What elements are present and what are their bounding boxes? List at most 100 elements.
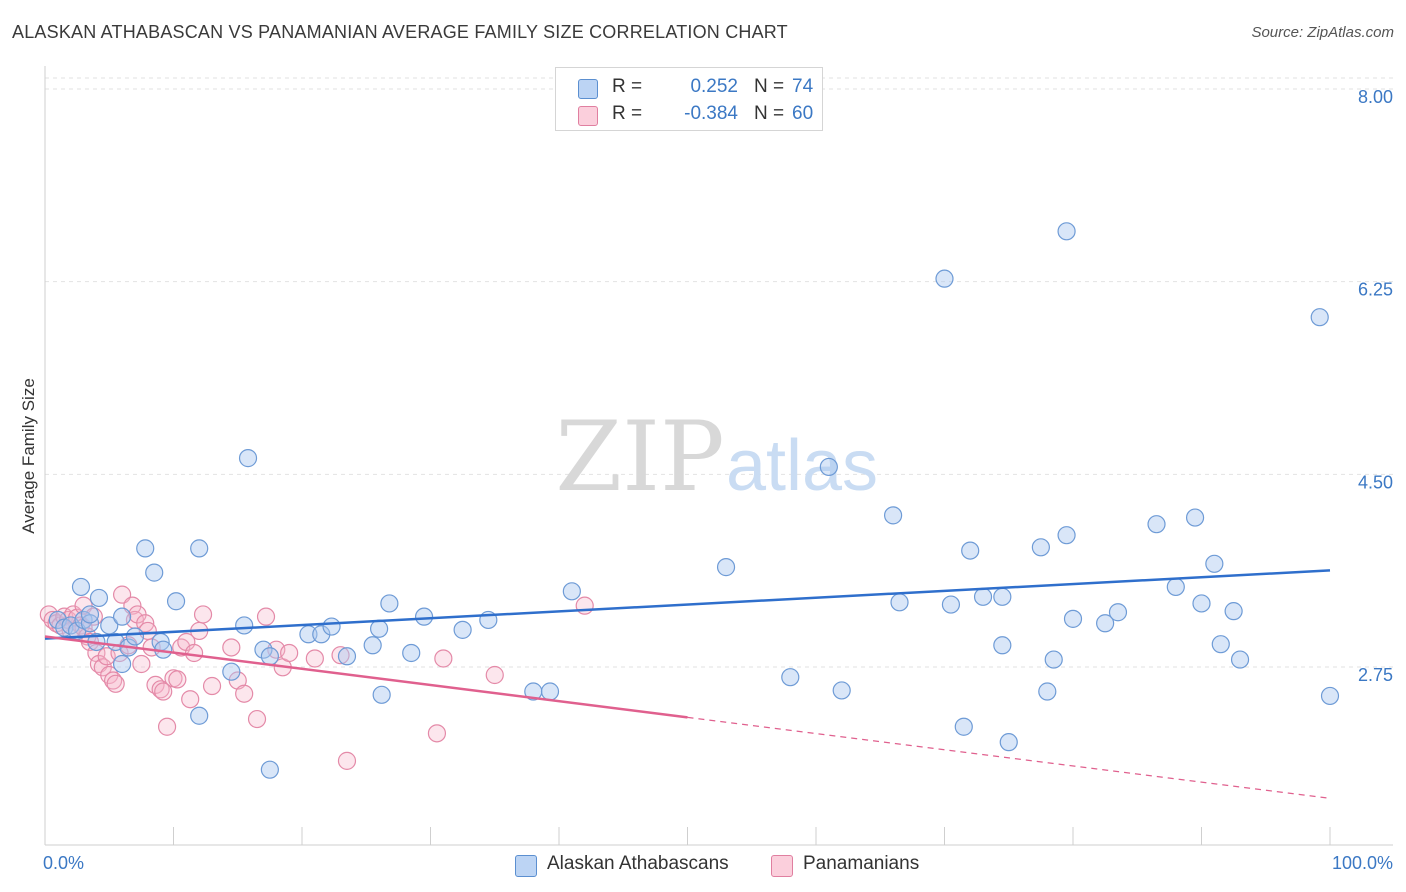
alaskan-point xyxy=(1211,635,1230,654)
alaskan-point xyxy=(973,587,993,606)
alaskan-point xyxy=(370,619,389,638)
source-note: Source: ZipAtlas.com xyxy=(1251,24,1394,41)
alaskan-point xyxy=(716,558,736,577)
panamanian-point xyxy=(337,751,357,770)
alaskan-point xyxy=(961,541,980,560)
legend-swatch-panamanian xyxy=(578,106,598,126)
alaskan-point xyxy=(1205,554,1224,573)
alaskan-point xyxy=(562,582,581,601)
alaskan-point xyxy=(1230,650,1250,669)
panamanian-point xyxy=(181,690,200,709)
alaskan-point xyxy=(781,668,800,687)
trend-lines xyxy=(44,569,1331,799)
alaskan-point xyxy=(1044,650,1063,669)
alaskan-point xyxy=(235,616,254,635)
alaskan-point xyxy=(254,640,273,659)
alaskan-point xyxy=(145,563,164,582)
panamanian-point xyxy=(104,671,123,690)
alaskan-point xyxy=(935,269,954,288)
alaskan-point xyxy=(1031,538,1050,557)
panamanian-point xyxy=(256,607,276,626)
alaskan-point xyxy=(540,682,560,701)
alaskan-point xyxy=(832,681,851,700)
alaskan-point xyxy=(999,733,1018,752)
series-legend: Alaskan Athabascans Panamanians xyxy=(0,852,1406,878)
chart-title: ALASKAN ATHABASCAN VS PANAMANIAN AVERAGE… xyxy=(12,22,788,42)
y-tick-label: 6.25 xyxy=(1358,280,1393,300)
alaskan-point xyxy=(941,595,961,614)
legend-swatch-panamanian xyxy=(771,855,793,877)
panamanian-point xyxy=(132,654,151,674)
legend-swatch-alaskan xyxy=(515,855,537,877)
alaskan-point xyxy=(993,587,1012,606)
alaskan-point xyxy=(260,647,279,666)
y-tick-label: 2.75 xyxy=(1358,665,1393,685)
panamanian-point xyxy=(222,638,241,657)
panamanian-point xyxy=(485,665,504,685)
alaskan-point xyxy=(363,636,382,655)
alaskan-point xyxy=(89,588,109,608)
alaskan-point xyxy=(80,605,100,624)
panamanian-point xyxy=(142,638,161,657)
alaskan-point xyxy=(190,706,209,725)
alaskan-point xyxy=(819,457,838,477)
alaskan-point xyxy=(372,685,391,704)
x-tick-label: 100.0% xyxy=(1332,853,1393,873)
alaskan-point xyxy=(112,607,132,626)
panamanian-point xyxy=(247,709,267,729)
panamanian-point xyxy=(427,724,447,743)
alaskan-point xyxy=(1063,609,1083,628)
panamanian-point xyxy=(575,596,594,615)
panamanian-point xyxy=(168,670,187,689)
panamanian-point xyxy=(193,605,213,624)
alaskan-point xyxy=(100,616,119,635)
alaskan-point xyxy=(166,592,186,611)
axes xyxy=(44,66,1393,846)
y-tick-label: 4.50 xyxy=(1358,472,1393,492)
panamanian-point xyxy=(202,676,222,696)
panamanian-point xyxy=(235,684,254,703)
panamanian-point xyxy=(184,643,204,663)
alaskan-point xyxy=(1038,682,1057,701)
alaskan-point xyxy=(1166,577,1185,597)
alaskan-point xyxy=(1224,602,1243,621)
alaskan-point xyxy=(260,760,279,779)
alaskan-point xyxy=(190,539,209,558)
panamanian-point xyxy=(157,717,177,736)
alaskan-point xyxy=(1320,686,1340,706)
alaskan-point xyxy=(125,627,145,646)
legend-label-alaskan: Alaskan Athabascans xyxy=(547,853,729,874)
panamanian-point xyxy=(154,682,173,701)
watermark-zip: ZIP xyxy=(555,401,724,513)
y-tick-label: 8.00 xyxy=(1358,87,1393,107)
alaskan-point xyxy=(112,654,132,674)
trend-line-panamanian xyxy=(44,635,688,719)
alaskan-point xyxy=(1185,508,1205,527)
alaskan-point xyxy=(71,577,91,597)
x-tick-label: 0.0% xyxy=(43,853,84,873)
legend-label-panamanian: Panamanians xyxy=(803,853,920,874)
alaskan-point xyxy=(1108,603,1128,622)
alaskan-point xyxy=(380,594,399,613)
panamanian-point xyxy=(305,649,324,668)
alaskan-athabascans-points xyxy=(48,222,1340,779)
alaskan-point xyxy=(337,647,357,666)
x-tick-labels: 0.0% 100.0% xyxy=(43,853,1393,873)
y-tick-labels: 2.75 4.50 6.25 8.00 xyxy=(1358,87,1393,685)
alaskan-point xyxy=(238,449,258,468)
alaskan-point xyxy=(312,625,331,644)
alaskan-point xyxy=(883,506,903,525)
legend-r-value-alaskan: 0.252 xyxy=(690,76,738,97)
alaskan-point xyxy=(890,593,909,612)
alaskan-point xyxy=(136,539,155,558)
trend-line-alaskan xyxy=(44,569,1331,640)
alaskan-point xyxy=(414,607,434,626)
legend-n-value-alaskan: 74 xyxy=(792,76,814,97)
alaskan-point xyxy=(993,636,1012,655)
alaskan-point xyxy=(322,617,341,636)
y-axis-label: Average Family Size xyxy=(19,378,38,534)
legend-n-label: N = xyxy=(754,76,785,97)
alaskan-point xyxy=(954,717,973,736)
watermark-atlas: atlas xyxy=(726,426,878,506)
